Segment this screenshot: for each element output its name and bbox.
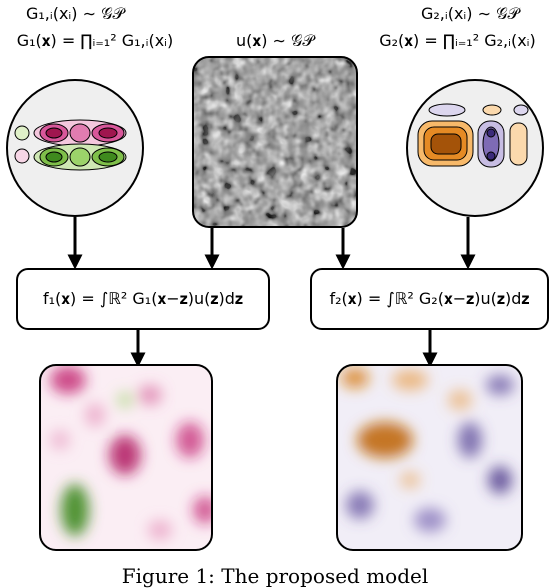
output-field-f1	[39, 364, 213, 551]
kernel2-product-label: G₂(𝐱) = ∏ᵢ₌₁² G₂,ᵢ(xᵢ)	[379, 31, 536, 50]
kernel2-circle	[406, 79, 544, 217]
kernel1-circle	[6, 79, 144, 217]
white-noise-label: u(𝐱) ∼ 𝒢𝒫	[236, 31, 314, 50]
arrows-to-output	[130, 328, 438, 368]
arrows-to-convolution	[67, 217, 476, 270]
kernel2-contours	[417, 103, 529, 168]
white-noise-square	[192, 56, 358, 228]
kernel1-gp-label: G₁,ᵢ(xᵢ) ∼ 𝒢𝒫	[25, 4, 125, 23]
kernel1-product-label: G₁(𝐱) = ∏ᵢ₌₁² G₁,ᵢ(xᵢ)	[16, 31, 174, 50]
output-field-f2	[336, 364, 523, 551]
convolution-formula-f1: f₁(𝐱) = ∫ℝ² G₁(𝐱−𝐳)u(𝐳)d𝐳	[42, 289, 243, 308]
convolution-formula-f2: f₂(𝐱) = ∫ℝ² G₂(𝐱−𝐳)u(𝐳)d𝐳	[329, 289, 530, 308]
kernel2-gp-label: G₂,ᵢ(xᵢ) ∼ 𝒢𝒫	[420, 4, 520, 23]
figure-caption: Figure 1: The proposed model	[121, 564, 429, 588]
convolution-box-f1: f₁(𝐱) = ∫ℝ² G₁(𝐱−𝐳)u(𝐳)d𝐳	[16, 268, 270, 330]
kernel1-contours	[14, 119, 127, 171]
convolution-box-f2: f₂(𝐱) = ∫ℝ² G₂(𝐱−𝐳)u(𝐳)d𝐳	[310, 268, 549, 330]
